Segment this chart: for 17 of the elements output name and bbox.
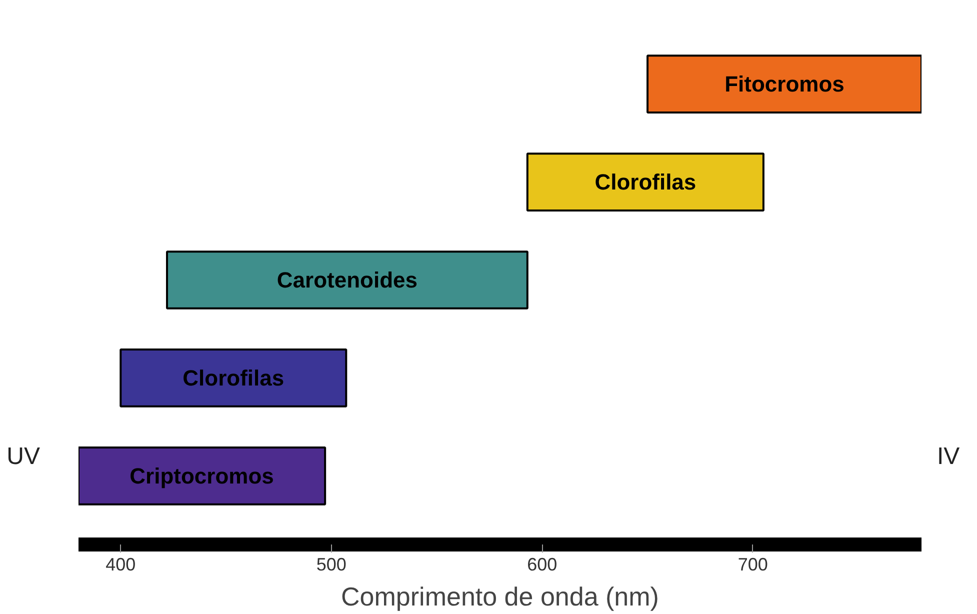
data-label: Clorofilas [594, 170, 696, 195]
data-label: Clorofilas [182, 365, 284, 390]
bar [526, 152, 764, 212]
text: UV [6, 442, 40, 472]
text: IV [937, 442, 960, 472]
bar [78, 446, 326, 506]
x-tick-label: 700 [738, 554, 768, 574]
data-label: Criptocromos [130, 463, 274, 488]
data-label: Fitocromos [724, 72, 844, 97]
bar [646, 54, 922, 114]
bar [120, 348, 348, 408]
x-tick-label: 500 [316, 554, 346, 574]
x-axis-title: Comprimento de onda (nm) [341, 582, 659, 612]
bar [166, 250, 528, 310]
x-tick-label: 400 [106, 554, 136, 574]
data-label: Carotenoides [276, 268, 418, 292]
x-tick-label: 600 [527, 554, 558, 574]
